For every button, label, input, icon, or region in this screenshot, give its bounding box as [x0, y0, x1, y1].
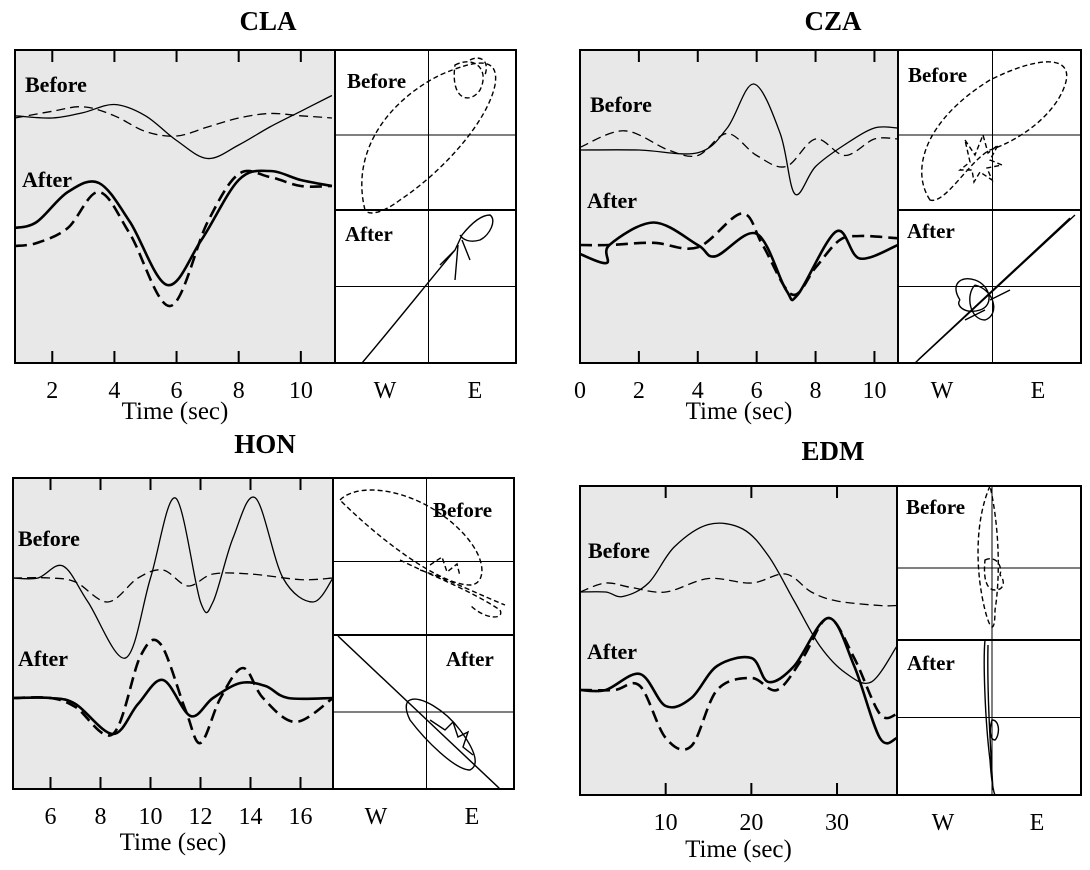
hon-before-label: Before [18, 526, 80, 551]
edm-x-axis-label: Time (sec) [685, 836, 792, 863]
edm-after-solid-trace [579, 616, 898, 745]
cza-hodogram-east-label: E [1031, 378, 1046, 404]
cla-after-dashed-trace [14, 169, 332, 308]
cza-hodogram-panel [897, 49, 1082, 364]
cla-before-label: Before [25, 72, 87, 97]
cza-hodogram-after-label: After [907, 219, 955, 243]
cla-before-solid-trace [14, 94, 333, 160]
cla-chart-title: CLA [239, 6, 297, 36]
hon-hodogram-before-curve [339, 489, 506, 618]
edm-hodogram-west-label: W [932, 810, 955, 836]
edm-x-tick-label: 10 [654, 810, 678, 836]
cla-hodogram-west-label: W [374, 378, 397, 404]
hon-x-tick-label: 14 [239, 804, 263, 830]
hon-x-tick-label: 6 [45, 804, 57, 830]
cza-before-solid-trace [579, 83, 899, 196]
hon-after-solid-trace [12, 678, 334, 736]
cla-x-tick-label: 6 [171, 378, 183, 404]
edm-before-dashed-trace [579, 573, 898, 607]
cza-chart-title: CZA [804, 6, 862, 36]
hon-after-label: After [18, 646, 68, 671]
cza-x-tick-label: 10 [862, 378, 886, 404]
hon-hodogram-panel [332, 477, 515, 790]
hon-hodogram-before-label: Before [433, 498, 492, 522]
cla-x-tick-label: 2 [46, 378, 58, 404]
cza-hodogram-before-label: Before [908, 63, 967, 87]
hon-x-tick-label: 8 [95, 804, 107, 830]
edm-hodogram-after-curve [983, 639, 1000, 796]
edm-hodogram-before-curve [977, 483, 1004, 628]
cza-x-tick-label: 8 [810, 378, 822, 404]
cza-before-dashed-trace [579, 130, 899, 168]
cla-hodogram-before-label: Before [347, 69, 406, 93]
hon-seismogram-panel [12, 477, 334, 790]
cla-seismogram-panel [14, 49, 336, 364]
cla-hodogram-panel [334, 49, 517, 364]
hon-x-axis-label: Time (sec) [120, 829, 227, 856]
hon-x-tick-label: 12 [189, 804, 213, 830]
hon-hodogram-west-label: W [365, 804, 388, 830]
cza-hodogram-west-label: W [931, 378, 954, 404]
cla-x-tick-label: 8 [233, 378, 245, 404]
cza-before-label: Before [590, 92, 652, 117]
cza-hodogram-after-curve [914, 214, 1076, 364]
cza-hodogram-before-curve [921, 61, 1068, 201]
hon-before-solid-trace [12, 496, 334, 659]
cza-x-axis-label: Time (sec) [686, 398, 793, 425]
cla-x-axis-label: Time (sec) [122, 398, 229, 425]
hon-x-tick-label: 10 [139, 804, 163, 830]
edm-hodogram-before-label: Before [906, 495, 965, 519]
cla-hodogram-after-curve [361, 214, 494, 364]
hon-hodogram-east-label: E [465, 804, 480, 830]
hon-x-tick-label: 16 [289, 804, 313, 830]
cza-x-tick-label: 0 [574, 378, 586, 404]
edm-x-tick-label: 20 [739, 810, 763, 836]
cla-hodogram-after-label: After [345, 222, 393, 246]
edm-before-label: Before [588, 538, 650, 563]
cla-x-tick-label: 10 [289, 378, 313, 404]
cza-x-tick-label: 4 [692, 378, 704, 404]
edm-chart-title: EDM [802, 436, 865, 466]
edm-after-dashed-trace [579, 616, 898, 751]
cza-x-tick-label: 2 [633, 378, 645, 404]
cza-x-tick-label: 6 [751, 378, 763, 404]
hon-hodogram-after-label: After [446, 647, 494, 671]
hon-after-dashed-trace [12, 638, 334, 745]
edm-after-label: After [587, 639, 637, 664]
cla-after-solid-trace [14, 169, 333, 287]
cla-after-label: After [22, 167, 72, 192]
hon-hodogram-after-curve [337, 635, 501, 790]
cla-hodogram-before-curve [361, 57, 497, 214]
cla-before-dashed-trace [14, 106, 332, 137]
cza-after-label: After [587, 188, 637, 213]
edm-hodogram-after-label: After [907, 651, 955, 675]
edm-before-solid-trace [579, 522, 898, 684]
edm-x-tick-label: 30 [825, 810, 849, 836]
hon-chart-title: HON [234, 429, 296, 459]
cla-hodogram-east-label: E [468, 378, 483, 404]
edm-hodogram-east-label: E [1030, 810, 1045, 836]
cza-after-dashed-trace [579, 212, 899, 297]
cla-x-tick-label: 4 [108, 378, 120, 404]
